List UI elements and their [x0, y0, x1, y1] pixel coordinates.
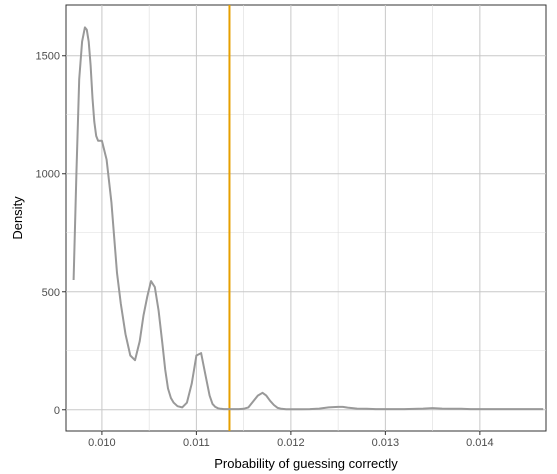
x-tick-label: 0.012 [277, 437, 305, 449]
x-tick-label: 0.013 [372, 437, 400, 449]
density-series [72, 26, 544, 411]
density-curve [72, 26, 544, 411]
x-tick-label: 0.011 [183, 437, 210, 449]
y-axis-title: Density [10, 196, 25, 240]
x-tick-label: 0.014 [466, 437, 494, 449]
y-tick-label: 1000 [36, 169, 60, 181]
axis-ticks: 0.010 0.011 0.012 0.013 0.014 0 500 1000 1500 [36, 51, 494, 449]
y-tick-label: 500 [42, 287, 60, 299]
y-tick-label: 1500 [36, 51, 60, 63]
x-axis-title: Probability of guessing correctly [214, 456, 398, 471]
x-tick-label: 0.010 [88, 437, 116, 449]
y-tick-label: 0 [54, 405, 60, 417]
plot-panel [65, 4, 547, 432]
